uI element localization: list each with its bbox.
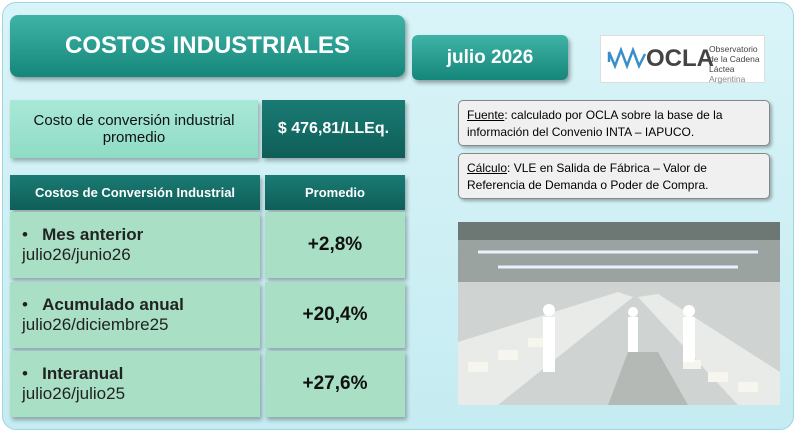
- row-value: +20,4%: [265, 282, 405, 348]
- title: COSTOS INDUSTRIALES: [10, 15, 405, 77]
- logo-mark: [607, 46, 647, 70]
- logo-line: de la Cadena Láctea: [709, 54, 760, 74]
- summary-label: Costo de conversión industrial promedio: [10, 100, 258, 158]
- row-value: +2,8%: [265, 212, 405, 278]
- logo-text: Observatorio de la Cadena Láctea Argenti…: [709, 44, 764, 84]
- factory-photo: [458, 222, 780, 405]
- row-value: +27,6%: [265, 351, 405, 417]
- note: Cálculo: VLE en Salida de Fábrica – Valo…: [458, 153, 770, 199]
- row-label: • Acumulado anual julio26/diciembre25: [10, 282, 260, 348]
- row-subtitle: julio26/julio25: [22, 384, 126, 403]
- logo-line: Observatorio: [709, 44, 758, 54]
- row-title: • Mes anterior: [22, 225, 144, 244]
- table-header: Costos de Conversión Industrial: [10, 175, 260, 210]
- note-text: : calculado por OCLA sobre la base de la…: [467, 108, 723, 139]
- row-title-text: Acumulado anual: [42, 295, 184, 314]
- table-header: Promedio: [265, 175, 405, 210]
- note-text: : VLE en Salida de Fábrica – Valor de Re…: [467, 161, 709, 192]
- note: Fuente: calculado por OCLA sobre la base…: [458, 100, 770, 146]
- summary-value: $ 476,81/LLEq.: [262, 100, 405, 158]
- logo-name: OCLA: [646, 45, 714, 72]
- row-subtitle: julio26/junio26: [22, 245, 131, 264]
- row-title: • Interanual: [22, 364, 124, 383]
- logo: OCLA Observatorio de la Cadena Láctea Ar…: [600, 35, 765, 84]
- row-label: • Mes anterior julio26/junio26: [10, 212, 260, 278]
- row-subtitle: julio26/diciembre25: [22, 315, 169, 334]
- row-title-text: Interanual: [42, 364, 124, 383]
- row-title-text: Mes anterior: [42, 225, 144, 244]
- logo-line: Argentina: [709, 74, 746, 84]
- row-label: • Interanual julio26/julio25: [10, 351, 260, 417]
- period: julio 2026: [412, 35, 568, 80]
- note-label: Fuente: [467, 108, 505, 122]
- note-label: Cálculo: [467, 161, 508, 175]
- row-title: • Acumulado anual: [22, 295, 184, 314]
